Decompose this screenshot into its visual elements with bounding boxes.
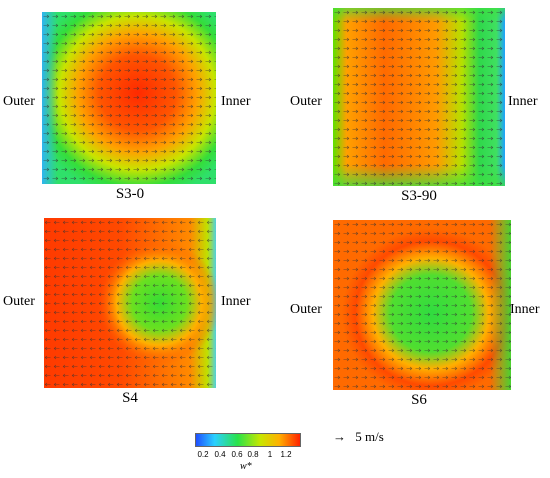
label-outer-s3-90: Outer	[290, 94, 322, 109]
label-inner-s3-90: Inner	[508, 94, 538, 109]
label-outer-s6: Outer	[290, 302, 322, 317]
colorbar-tick: 1	[267, 450, 273, 459]
panel-s6	[333, 220, 511, 390]
contour-plot-s6	[333, 220, 511, 390]
colorbar-tick: 0.6	[231, 450, 243, 459]
colorbar-variable-label: w*	[240, 461, 252, 472]
panel-s3-0	[42, 12, 216, 184]
velocity-scale: → 5 m/s	[333, 429, 384, 445]
velocity-scale-label: 5 m/s	[355, 429, 384, 444]
label-inner-s4: Inner	[221, 294, 251, 309]
label-outer-s3-0: Outer	[3, 94, 35, 109]
contour-plot-s4	[44, 218, 216, 388]
colorbar-tick: 0.8	[247, 450, 259, 459]
label-inner-s3-0: Inner	[221, 94, 251, 109]
colorbar	[195, 433, 301, 447]
caption-s3-0: S3-0	[115, 186, 145, 202]
label-outer-s4: Outer	[3, 294, 35, 309]
colorbar-tick: 0.4	[214, 450, 226, 459]
caption-s6: S6	[411, 392, 427, 408]
panel-s3-90	[333, 8, 505, 186]
label-inner-s6: Inner	[510, 302, 540, 317]
arrow-right-icon: →	[333, 429, 346, 444]
caption-s3-90: S3-90	[401, 188, 437, 204]
colorbar-tick: 1.2	[280, 450, 292, 459]
contour-plot-s3-0	[42, 12, 216, 184]
panel-s4	[44, 218, 216, 388]
contour-plot-s3-90	[333, 8, 505, 186]
caption-s4: S4	[122, 390, 138, 406]
colorbar-tick: 0.2	[197, 450, 209, 459]
